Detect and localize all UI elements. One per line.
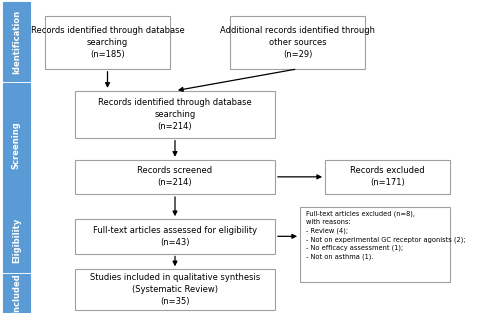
- Text: Full-text articles assessed for eligibility
(n=43): Full-text articles assessed for eligibil…: [93, 226, 257, 247]
- Text: Additional records identified through
other sources
(n=29): Additional records identified through ot…: [220, 26, 375, 59]
- Text: Records identified through database
searching
(n=214): Records identified through database sear…: [98, 98, 252, 131]
- Bar: [75, 269, 275, 310]
- Bar: [230, 16, 365, 69]
- Text: Records excluded
(n=171): Records excluded (n=171): [350, 167, 425, 187]
- Text: Full-text articles excluded (n=8),
with reasons:
- Review (4);
- Not on experime: Full-text articles excluded (n=8), with …: [306, 210, 466, 260]
- Bar: [2, 274, 30, 313]
- Bar: [75, 219, 275, 254]
- Text: Records screened
(n=214): Records screened (n=214): [138, 167, 212, 187]
- Text: Records identified through database
searching
(n=185): Records identified through database sear…: [30, 26, 184, 59]
- Text: Eligibility: Eligibility: [12, 218, 21, 263]
- Bar: [2, 83, 30, 207]
- Text: Identification: Identification: [12, 9, 21, 74]
- Text: Screening: Screening: [12, 121, 21, 169]
- Bar: [45, 16, 170, 69]
- Bar: [75, 160, 275, 194]
- Text: Included: Included: [12, 273, 21, 313]
- Bar: [75, 91, 275, 138]
- Bar: [2, 2, 30, 81]
- Bar: [2, 208, 30, 272]
- Text: Studies included in qualitative synthesis
(Systematic Review)
(n=35): Studies included in qualitative synthesi…: [90, 273, 260, 306]
- Bar: [300, 207, 450, 282]
- Bar: [325, 160, 450, 194]
